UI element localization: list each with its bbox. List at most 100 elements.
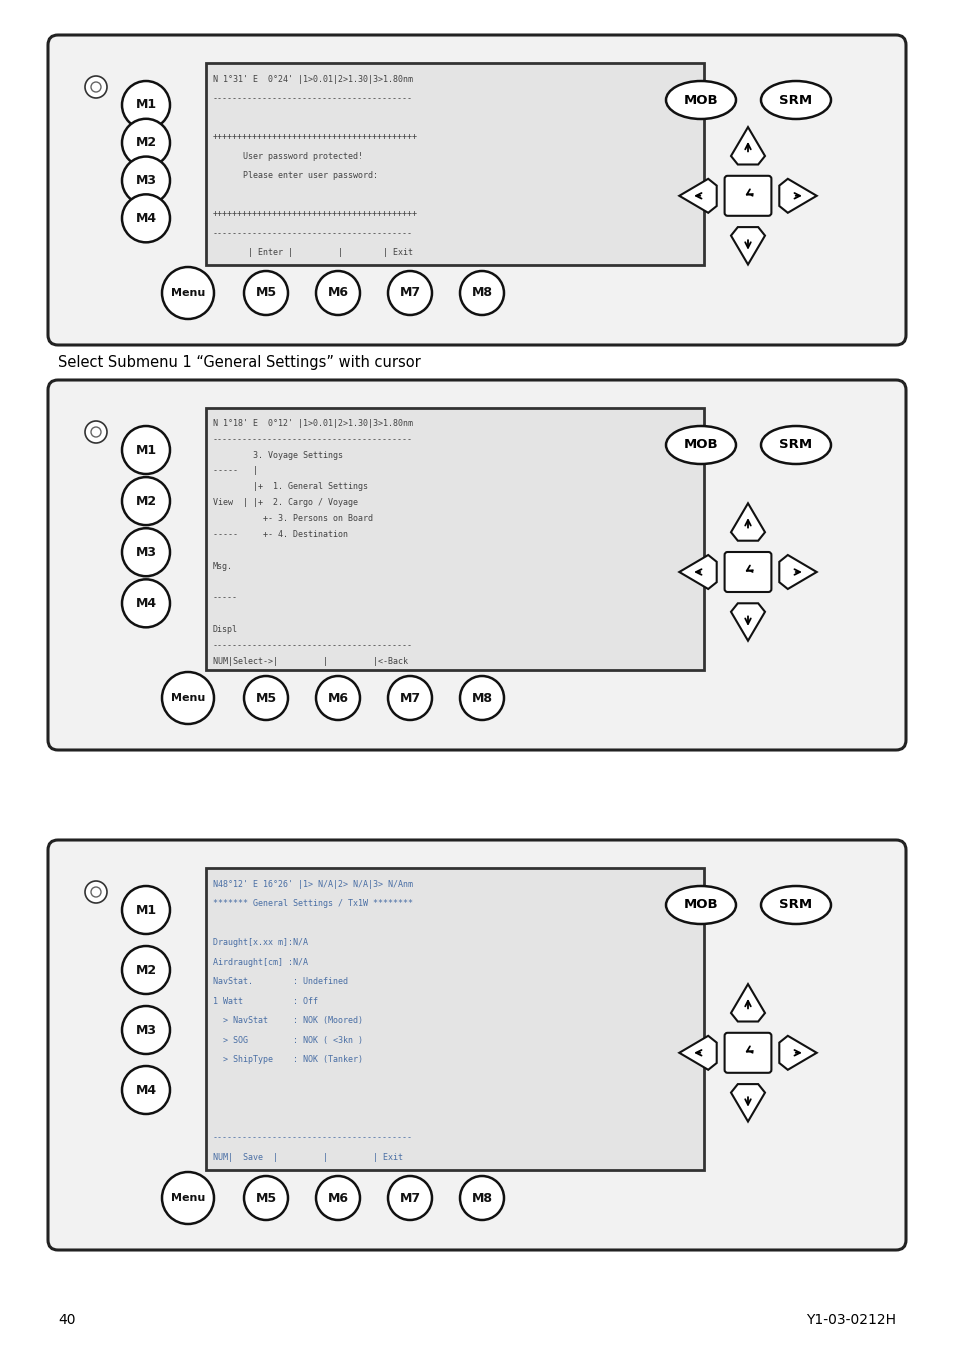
Ellipse shape [665,81,735,119]
Text: N 1°31' E  0°24' |1>0.01|2>1.30|3>1.80nm: N 1°31' E 0°24' |1>0.01|2>1.30|3>1.80nm [213,74,413,84]
Text: NUM|Select->|         |         |<-Back: NUM|Select->| | |<-Back [213,657,408,666]
Text: 3. Voyage Settings: 3. Voyage Settings [213,451,343,459]
Text: > NavStat     : NOK (Moored): > NavStat : NOK (Moored) [213,1017,363,1025]
Ellipse shape [760,427,830,464]
FancyBboxPatch shape [48,35,905,346]
Text: > ShipType    : NOK (Tanker): > ShipType : NOK (Tanker) [213,1056,363,1064]
Circle shape [122,579,170,628]
Circle shape [85,421,107,443]
Circle shape [244,271,288,315]
Text: -----     +- 4. Destination: ----- +- 4. Destination [213,531,348,539]
Text: NUM|  Save  |         |         | Exit: NUM| Save | | | Exit [213,1153,402,1161]
Text: M4: M4 [135,212,156,225]
Text: SRM: SRM [779,439,812,451]
Text: M6: M6 [327,691,348,705]
Text: Draught[x.xx m]:N/A: Draught[x.xx m]:N/A [213,938,308,948]
Text: M5: M5 [255,286,276,300]
Text: M1: M1 [135,444,156,456]
PathPatch shape [779,555,816,589]
Text: +++++++++++++++++++++++++++++++++++++++++: ++++++++++++++++++++++++++++++++++++++++… [213,132,417,142]
Text: M4: M4 [135,597,156,610]
FancyBboxPatch shape [48,379,905,751]
Text: M6: M6 [327,286,348,300]
Circle shape [315,1176,359,1220]
Text: Menu: Menu [171,288,205,298]
Circle shape [315,676,359,720]
Circle shape [91,427,101,437]
Circle shape [244,1176,288,1220]
FancyBboxPatch shape [724,176,771,216]
Text: +++++++++++++++++++++++++++++++++++++++++: ++++++++++++++++++++++++++++++++++++++++… [213,209,417,219]
Text: M7: M7 [399,1192,420,1204]
PathPatch shape [730,1084,764,1122]
FancyBboxPatch shape [724,1033,771,1073]
Text: M4: M4 [135,1084,156,1096]
Circle shape [459,271,503,315]
Circle shape [91,887,101,896]
Text: M2: M2 [135,136,156,150]
Circle shape [91,82,101,92]
Circle shape [122,119,170,167]
Text: > SOG         : NOK ( <3kn ): > SOG : NOK ( <3kn ) [213,1035,363,1045]
Text: Msg.: Msg. [213,562,233,571]
Ellipse shape [665,886,735,923]
FancyBboxPatch shape [48,840,905,1250]
Text: M2: M2 [135,494,156,508]
Circle shape [388,676,432,720]
Text: +- 3. Persons on Board: +- 3. Persons on Board [213,514,373,522]
PathPatch shape [730,984,764,1022]
Circle shape [122,886,170,934]
Circle shape [315,271,359,315]
Text: M7: M7 [399,691,420,705]
PathPatch shape [679,1035,716,1069]
Text: |+  1. General Settings: |+ 1. General Settings [213,482,368,491]
Text: NavStat.        : Undefined: NavStat. : Undefined [213,977,348,987]
Text: Displ: Displ [213,625,237,634]
Text: N 1°18' E  0°12' |1>0.01|2>1.30|3>1.80nm: N 1°18' E 0°12' |1>0.01|2>1.30|3>1.80nm [213,418,413,428]
Circle shape [122,528,170,576]
Circle shape [122,1006,170,1054]
Circle shape [85,882,107,903]
Text: M8: M8 [471,1192,492,1204]
Text: M8: M8 [471,691,492,705]
Text: Menu: Menu [171,1193,205,1203]
Text: Menu: Menu [171,693,205,703]
Text: -----   |: ----- | [213,466,257,475]
Text: ******* General Settings / Tx1W ********: ******* General Settings / Tx1W ******** [213,899,413,909]
Text: M8: M8 [471,286,492,300]
Text: -----: ----- [213,594,237,602]
Text: Please enter user password:: Please enter user password: [213,171,377,180]
PathPatch shape [679,178,716,213]
Text: M1: M1 [135,903,156,917]
Text: Airdraught[cm] :N/A: Airdraught[cm] :N/A [213,957,308,967]
Text: M2: M2 [135,964,156,976]
Text: ----------------------------------------: ---------------------------------------- [213,1133,413,1142]
Text: M3: M3 [135,1023,156,1037]
Text: ----------------------------------------: ---------------------------------------- [213,228,413,238]
Circle shape [85,76,107,99]
Text: MOB: MOB [683,899,718,911]
Ellipse shape [665,427,735,464]
Circle shape [122,157,170,205]
Text: SRM: SRM [779,899,812,911]
Circle shape [122,194,170,243]
Circle shape [122,81,170,130]
Text: M7: M7 [399,286,420,300]
Circle shape [162,1172,213,1224]
Text: M6: M6 [327,1192,348,1204]
Text: Select Submenu 1 “General Settings” with cursor: Select Submenu 1 “General Settings” with… [58,355,420,370]
Text: View  | |+  2. Cargo / Voyage: View | |+ 2. Cargo / Voyage [213,498,357,508]
PathPatch shape [730,504,764,541]
PathPatch shape [779,178,816,213]
Circle shape [122,427,170,474]
Text: 40: 40 [58,1314,75,1327]
PathPatch shape [679,555,716,589]
Text: ----------------------------------------: ---------------------------------------- [213,435,413,444]
Text: User password protected!: User password protected! [213,151,363,161]
Circle shape [162,267,213,319]
Circle shape [388,1176,432,1220]
FancyBboxPatch shape [724,552,771,593]
Circle shape [459,1176,503,1220]
Circle shape [122,477,170,525]
Circle shape [388,271,432,315]
